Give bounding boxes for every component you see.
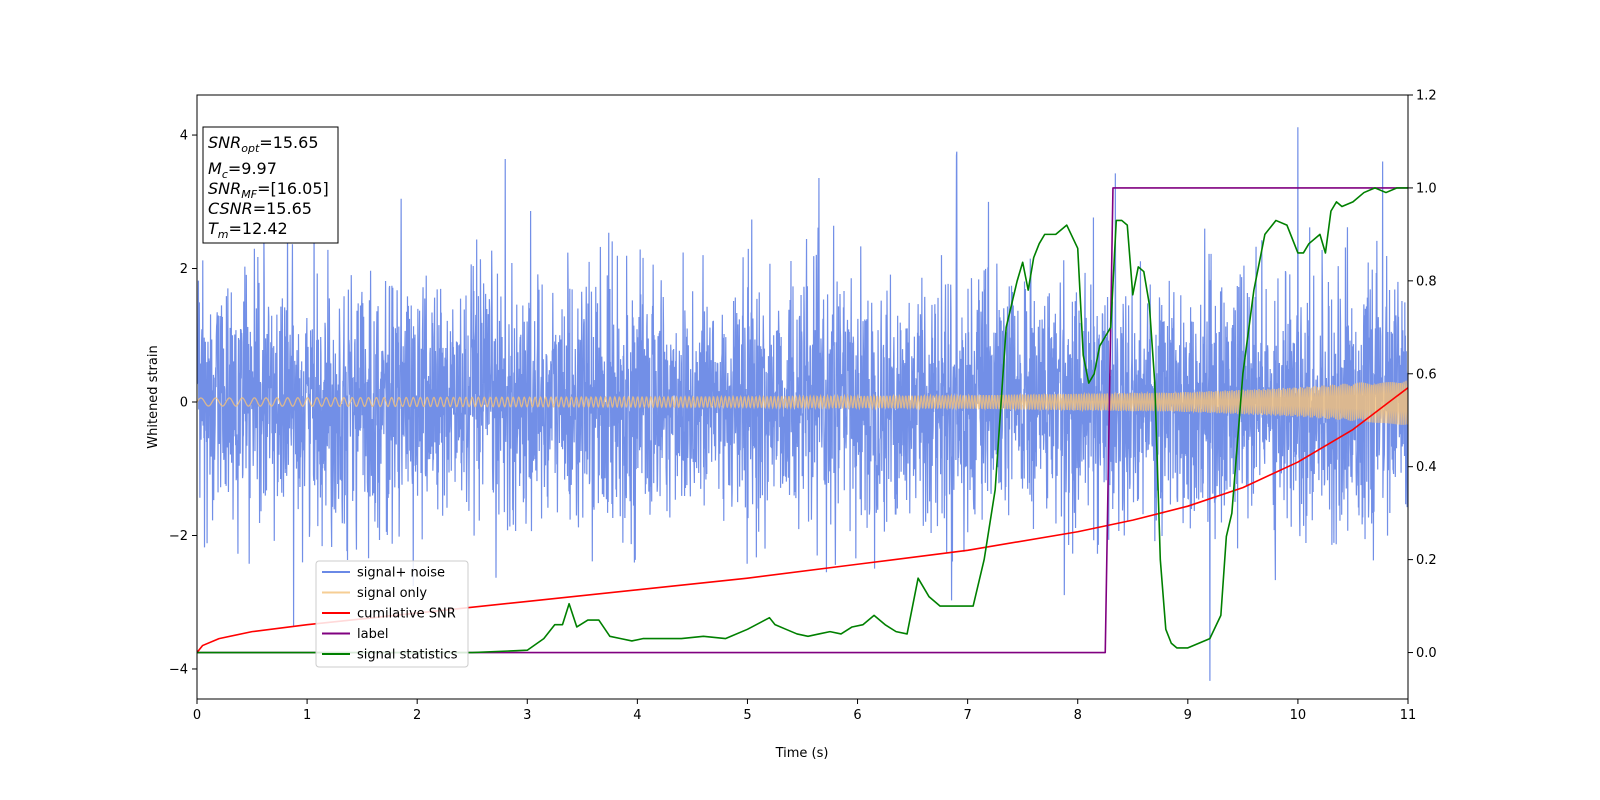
x-axis-label: Time (s) [775, 746, 829, 761]
info-snr-mf-sub: MF [241, 188, 257, 201]
x-axis: 0 1 2 3 4 5 6 7 8 9 10 11 [193, 699, 1416, 723]
legend-label: signal statistics [357, 648, 458, 663]
y2-tick-label: 0.4 [1416, 460, 1437, 475]
y2-tick-label: 0.8 [1416, 274, 1437, 289]
info-csnr-base: CSNR [208, 199, 253, 218]
info-tm: Tm=12.42 [208, 219, 288, 241]
y2-tick-label: 0.6 [1416, 367, 1437, 382]
y2-tick-label: 0.2 [1416, 553, 1437, 568]
series-signal-noise-line [197, 127, 1408, 681]
x-tick-label: 0 [193, 708, 201, 723]
x-tick-label: 3 [523, 708, 531, 723]
info-tm-base: T [208, 219, 219, 238]
x-tick-label: 1 [303, 708, 311, 723]
info-mc-base: M [208, 159, 222, 178]
y-tick-label: −4 [169, 662, 188, 677]
y-tick-label: −2 [169, 529, 188, 544]
y2-tick-label: 1.2 [1416, 89, 1437, 104]
x-tick-label: 5 [743, 708, 751, 723]
legend: signal+ noise signal only cumilative SNR la… [315, 560, 469, 668]
y-tick-label: 2 [180, 262, 188, 277]
legend-label: signal+ noise [357, 566, 445, 581]
legend-label: signal only [357, 586, 427, 601]
x-tick-label: 6 [853, 708, 861, 723]
info-snr-mf-base: SNR [208, 179, 241, 198]
plot-area [197, 127, 1408, 681]
y-tick-label: 4 [180, 129, 188, 144]
y-tick-label: 0 [180, 396, 188, 411]
series-cumulative-snr-line [197, 387, 1408, 654]
info-csnr-value: =15.65 [253, 199, 312, 218]
info-snr-mf-value: =[16.05] [257, 179, 329, 198]
x-tick-label: 9 [1184, 708, 1192, 723]
series-signal-only-line [197, 379, 1408, 425]
series-label-line [197, 187, 1408, 654]
series-layer [197, 127, 1408, 681]
info-mc-value: =9.97 [228, 159, 277, 178]
x-tick-label: 4 [633, 708, 641, 723]
info-box: SNRopt=15.65 Mc=9.97 SNRMF=[16.05] CSNR=… [202, 126, 339, 244]
series-signal-statistics-line [197, 187, 1408, 654]
y-axis-label: Whitened strain [146, 345, 161, 448]
x-tick-label: 11 [1400, 708, 1417, 723]
y-axis-right: 0.0 0.2 0.4 0.6 0.8 1.0 1.2 [1408, 89, 1437, 661]
y2-tick-label: 0.0 [1416, 646, 1437, 661]
x-tick-label: 10 [1290, 708, 1307, 723]
x-tick-label: 2 [413, 708, 421, 723]
info-snr-opt-sub: opt [241, 142, 260, 155]
plot-frame [196, 94, 1409, 700]
info-tm-value: =12.42 [229, 219, 288, 238]
legend-frame [315, 560, 469, 668]
legend-label: label [357, 627, 388, 642]
info-mc: Mc=9.97 [208, 159, 277, 181]
y2-tick-label: 1.0 [1416, 181, 1437, 196]
info-tm-sub: m [218, 228, 229, 241]
info-csnr: CSNR=15.65 [208, 199, 312, 218]
info-snr-opt-base: SNR [208, 133, 241, 152]
info-snr-opt: SNRopt=15.65 [208, 133, 319, 155]
info-box-frame [202, 126, 339, 244]
info-snr-opt-value: =15.65 [259, 133, 318, 152]
x-tick-label: 8 [1074, 708, 1082, 723]
x-tick-label: 7 [963, 708, 971, 723]
legend-label: cumilative SNR [357, 607, 456, 622]
y-axis-left: −4 −2 0 2 4 [169, 129, 197, 677]
info-mc-sub: c [222, 168, 228, 181]
info-snr-mf: SNRMF=[16.05] [208, 179, 329, 201]
